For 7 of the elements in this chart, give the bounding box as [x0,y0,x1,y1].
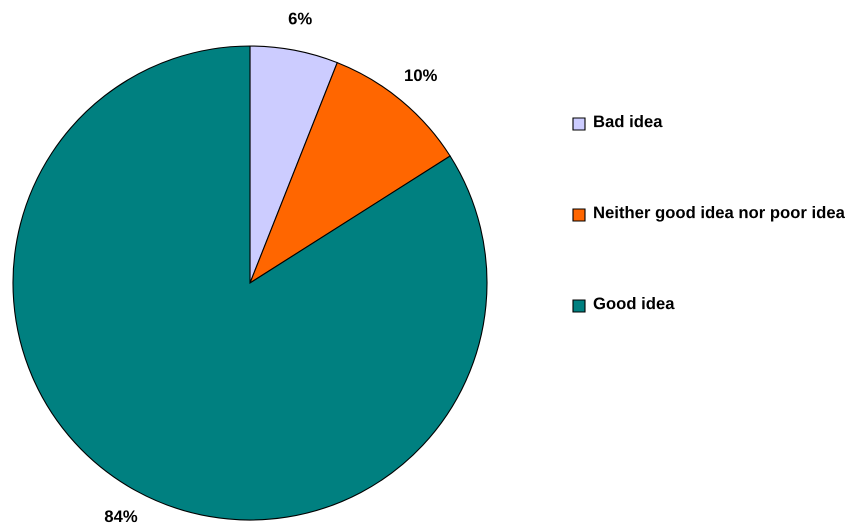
legend-label: Neither good idea nor poor idea [594,206,845,222]
data-label: 6% [288,12,312,24]
data-label: 10% [405,69,437,82]
data-label: 84% [104,510,138,522]
pie-slice [12,45,488,521]
legend-label: Good idea [594,297,675,310]
legend-label: Bad idea [594,115,663,128]
